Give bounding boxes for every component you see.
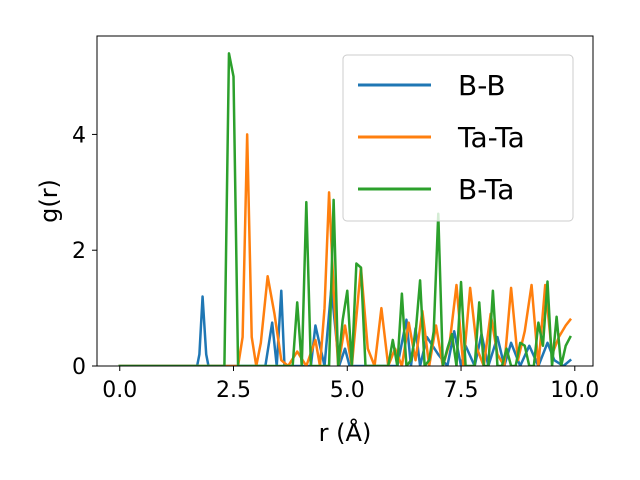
plot-frame <box>96 35 594 367</box>
y-tick-label: 0 <box>72 355 86 380</box>
legend-frame <box>342 54 574 222</box>
ticks-layer: 0.0 2.5 5.0 7.5 10.0 0 2 4 <box>72 123 599 403</box>
series-layer <box>118 52 573 366</box>
series-line-b-ta <box>118 52 572 366</box>
x-tick-label: 2.5 <box>216 378 251 403</box>
x-tick-label: 7.5 <box>444 378 479 403</box>
legend: B-B Ta-Ta B-Ta <box>342 54 574 222</box>
x-tick-label: 5.0 <box>330 378 365 403</box>
x-tick-label: 10.0 <box>550 378 599 403</box>
legend-label-b-b: B-B <box>458 69 506 102</box>
legend-label-b-ta: B-Ta <box>458 173 514 206</box>
y-tick-label: 4 <box>72 123 86 148</box>
plot-area <box>96 35 594 367</box>
x-axis-label: r (Å) <box>319 418 372 447</box>
series-line-b-b <box>118 286 573 366</box>
legend-label-ta-ta: Ta-Ta <box>457 121 525 154</box>
x-tick-label: 0.0 <box>102 378 137 403</box>
y-axis-label: g(r) <box>35 179 63 223</box>
y-tick-label: 2 <box>72 239 86 264</box>
